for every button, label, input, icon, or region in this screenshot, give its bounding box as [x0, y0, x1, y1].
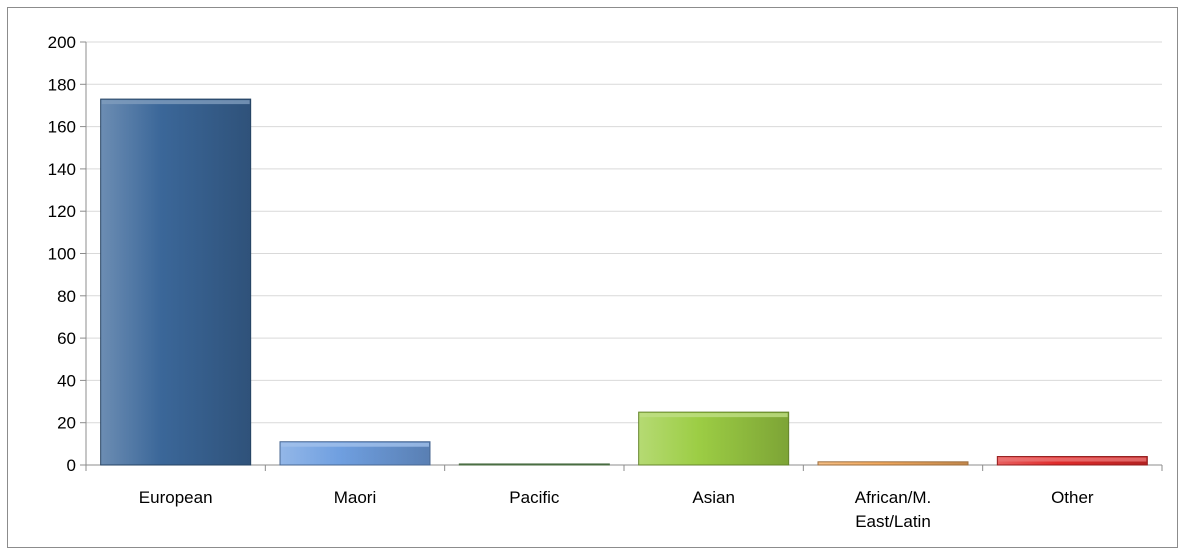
x-tick-label: Maori: [334, 488, 377, 507]
y-tick-label: 0: [67, 456, 76, 475]
x-tick-label: Pacific: [509, 488, 560, 507]
x-tick-label-line: European: [139, 488, 213, 507]
y-tick-label: 120: [48, 202, 76, 221]
bar-asian: [638, 411, 790, 466]
y-tick-label: 80: [57, 287, 76, 306]
bar-maori: [279, 441, 431, 466]
bar-african-m-east-latin: [817, 461, 969, 466]
x-tick-label-line: Pacific: [509, 488, 560, 507]
bar-european: [100, 98, 252, 466]
bar: [638, 411, 790, 466]
bar: [100, 98, 252, 466]
y-tick-label: 60: [57, 329, 76, 348]
bar: [279, 441, 431, 466]
x-tick-label-line: Asian: [692, 488, 735, 507]
x-tick-label: European: [139, 488, 213, 507]
y-tick-label: 100: [48, 245, 76, 264]
bars: [100, 98, 1148, 466]
bar-top-bevel: [101, 100, 250, 105]
y-tick-label: 200: [48, 33, 76, 52]
x-tick-label: Asian: [692, 488, 735, 507]
x-tick-label-line: African/M.: [855, 488, 932, 507]
y-tick-label: 20: [57, 414, 76, 433]
bar: [817, 461, 969, 466]
y-tick-label: 180: [48, 75, 76, 94]
x-tick-label-line: Other: [1051, 488, 1094, 507]
bar-top-bevel: [639, 413, 788, 418]
bar-other: [996, 456, 1148, 466]
x-tick-label: African/M. East/Latin: [855, 488, 932, 531]
axes: [80, 41, 1163, 471]
x-tick-label-line: Maori: [334, 488, 377, 507]
bar-top-bevel: [998, 457, 1147, 462]
y-tick-label: 140: [48, 160, 76, 179]
bar-top-bevel: [281, 442, 429, 447]
gridlines: [86, 41, 1162, 424]
y-tick-label: 40: [57, 371, 76, 390]
bar: [458, 463, 610, 466]
x-tick-label: Other: [1051, 488, 1094, 507]
bar-pacific: [458, 463, 610, 466]
y-tick-label: 160: [48, 118, 76, 137]
tick-labels: 0 20 40 60 80 100 120 140 160 180 200 European Maori…: [48, 33, 1094, 531]
x-tick-label-line: East/Latin: [855, 512, 931, 531]
